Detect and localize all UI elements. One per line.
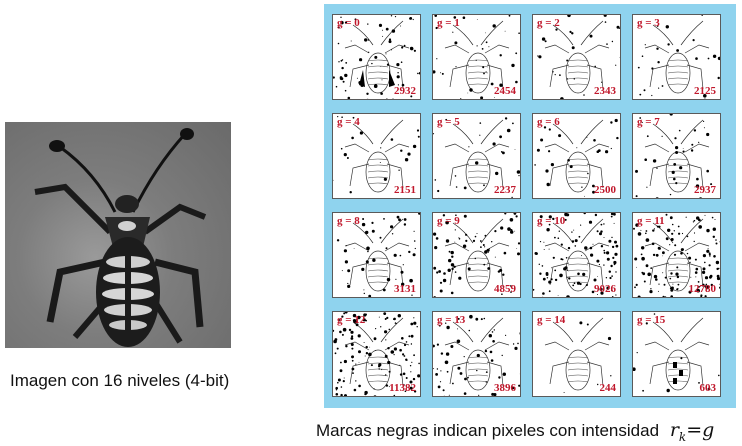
cell-pixel-count: 2937 — [694, 184, 716, 196]
cell-level-label: g = 15 — [637, 314, 666, 326]
cell-level-label: g = 8 — [337, 215, 360, 227]
cell-pixel-count: 9026 — [594, 283, 616, 295]
cell-pixel-count: 2454 — [494, 85, 516, 97]
math-expression: rk=g — [669, 419, 715, 444]
cell-pixel-count: 3131 — [394, 283, 416, 295]
cell-level-label: g = 0 — [337, 17, 360, 29]
cell-pixel-count: 603 — [699, 382, 717, 394]
cell-level-label: g = 1 — [437, 17, 460, 29]
bitplane-cell: g = 15 603 — [632, 311, 721, 397]
cell-level-label: g = 6 — [537, 116, 560, 128]
cell-pixel-count: 2500 — [594, 184, 616, 196]
bitplane-cell: g = 10 9026 — [532, 212, 621, 298]
cell-pixel-count: 2151 — [394, 184, 416, 196]
cell-pixel-count: 2932 — [394, 85, 416, 97]
cell-level-label: g = 7 — [637, 116, 660, 128]
insect-illustration — [34, 128, 207, 347]
bitplane-cell: g = 5 2237 — [432, 113, 521, 199]
cell-level-label: g = 5 — [437, 116, 460, 128]
bitplane-cell: g = 7 2937 — [632, 113, 721, 199]
cell-level-label: g = 4 — [337, 116, 360, 128]
bitplane-cell: g = 13 3896 — [432, 311, 521, 397]
bitplane-cell: g = 12 11382 — [332, 311, 421, 397]
cell-level-label: g = 13 — [437, 314, 466, 326]
bitplane-panel: g = 0 2932 g = 1 2454 g = 2 2343 g = 3 2125 g = … — [324, 4, 736, 408]
bitplane-cell: g = 2 2343 — [532, 14, 621, 100]
bitplane-cell: g = 11 12780 — [632, 212, 721, 298]
cell-pixel-count: 3896 — [494, 382, 516, 394]
right-caption-text: Marcas negras indican pixeles con intens… — [316, 421, 660, 440]
bitplane-cell: g = 1 2454 — [432, 14, 521, 100]
bitplane-cell: g = 14 244 — [532, 311, 621, 397]
insect-photo — [5, 122, 231, 348]
cell-level-label: g = 10 — [537, 215, 566, 227]
bitplane-cell: g = 4 2151 — [332, 113, 421, 199]
cell-level-label: g = 2 — [537, 17, 560, 29]
cell-pixel-count: 2343 — [594, 85, 616, 97]
bitplane-cell: g = 9 4859 — [432, 212, 521, 298]
right-caption: Marcas negras indican pixeles con intens… — [316, 419, 714, 444]
cell-pixel-count: 4859 — [494, 283, 516, 295]
cell-level-label: g = 9 — [437, 215, 460, 227]
bitplane-cell: g = 8 3131 — [332, 212, 421, 298]
cell-pixel-count: 244 — [599, 382, 617, 394]
cell-pixel-count: 2125 — [694, 85, 716, 97]
cell-level-label: g = 3 — [637, 17, 660, 29]
bitplane-cell: g = 6 2500 — [532, 113, 621, 199]
bitplane-cell: g = 3 2125 — [632, 14, 721, 100]
cell-level-label: g = 12 — [337, 314, 366, 326]
cell-level-label: g = 14 — [537, 314, 566, 326]
left-caption: Imagen con 16 niveles (4-bit) — [10, 371, 230, 390]
cell-pixel-count: 12780 — [688, 283, 717, 295]
cell-pixel-count: 2237 — [494, 184, 516, 196]
bitplane-cell: g = 0 2932 — [332, 14, 421, 100]
cell-pixel-count: 11382 — [389, 382, 416, 394]
cell-level-label: g = 11 — [637, 215, 665, 227]
